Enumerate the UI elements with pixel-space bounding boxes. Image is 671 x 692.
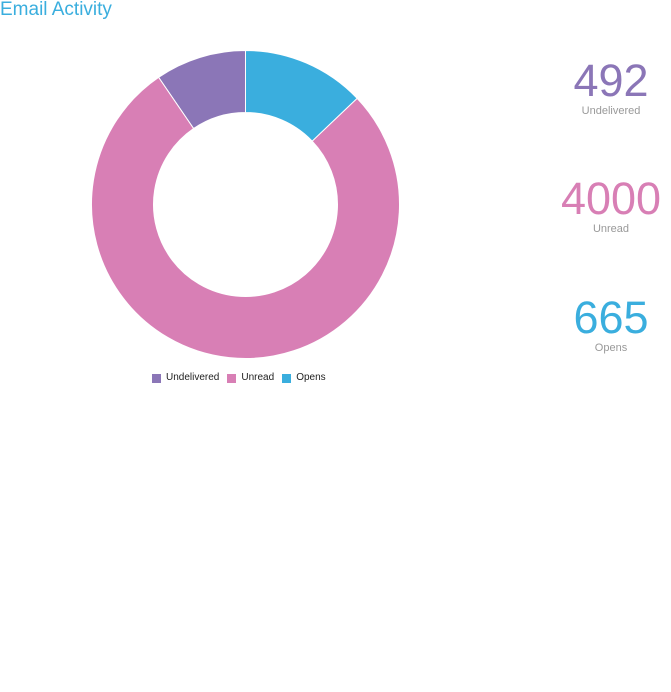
stat-value-unread: 4000 <box>560 173 662 224</box>
panel-title: Email Activity <box>0 0 112 20</box>
stat-opens: 665 Opens <box>551 294 671 355</box>
stat-label-undelivered: Undelivered <box>581 105 641 117</box>
chart-legend: Undelivered Unread Opens <box>152 372 334 384</box>
legend-swatch-unread <box>227 373 237 383</box>
legend-label-opens: Opens <box>296 372 326 383</box>
stat-unread: 4000 Unread <box>551 175 671 236</box>
stat-value-undelivered: 492 <box>573 55 649 106</box>
stat-label-opens: Opens <box>594 342 628 354</box>
legend-item-unread[interactable]: Unread <box>227 372 274 384</box>
stat-label-unread: Unread <box>592 223 630 235</box>
legend-swatch-undelivered <box>152 373 161 383</box>
stat-undelivered: 492 Undelivered <box>551 57 671 118</box>
legend-item-opens[interactable]: Opens <box>282 372 326 384</box>
legend-label-undelivered: Undelivered <box>166 372 220 383</box>
donut-chart <box>91 49 400 359</box>
legend-item-undelivered[interactable]: Undelivered <box>152 372 219 384</box>
stat-value-opens: 665 <box>573 292 649 343</box>
slice-opens[interactable] <box>245 49 358 142</box>
legend-label-unread: Unread <box>241 372 275 383</box>
legend-swatch-opens <box>282 373 292 383</box>
slice-unread[interactable] <box>91 76 400 359</box>
